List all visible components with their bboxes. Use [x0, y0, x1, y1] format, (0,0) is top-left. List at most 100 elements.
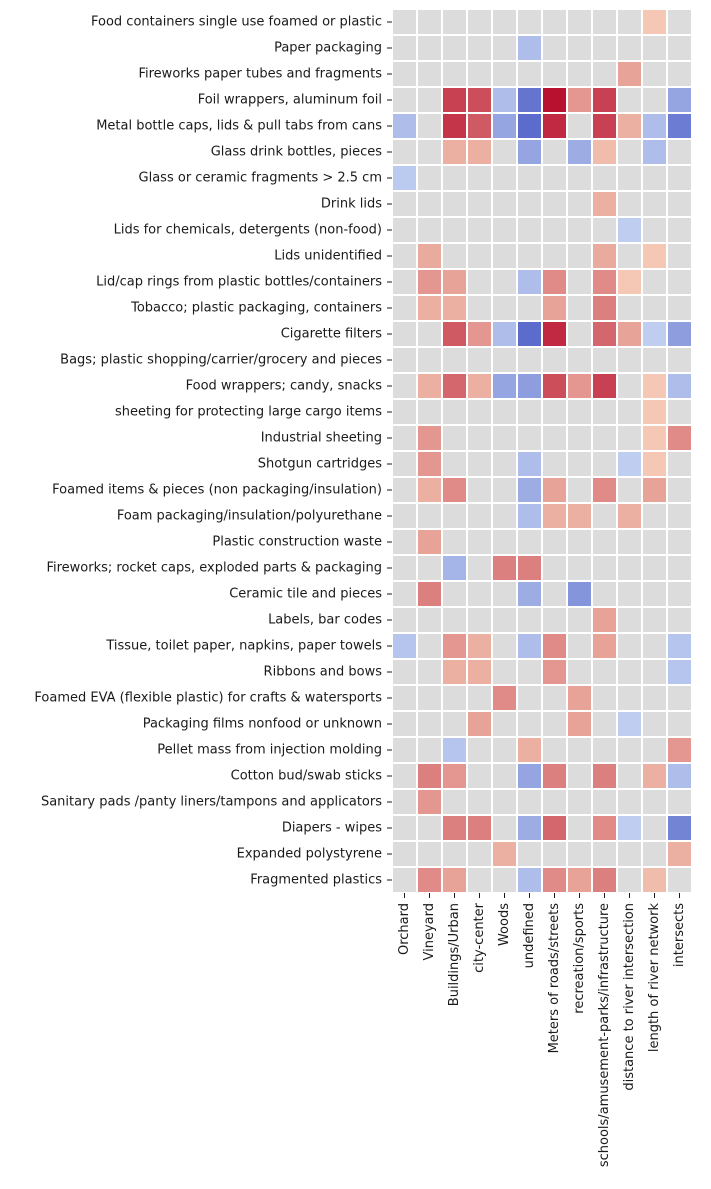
heatmap-cell — [541, 528, 568, 556]
heatmap-cell — [416, 112, 443, 140]
heatmap-cell — [516, 34, 543, 62]
heatmap-cell — [466, 554, 493, 582]
heatmap-cell — [666, 112, 693, 140]
heatmap-cell — [516, 866, 543, 894]
heatmap-cell — [491, 268, 518, 296]
heatmap-cell — [491, 710, 518, 738]
heatmap-cell — [491, 424, 518, 452]
heatmap-cell — [491, 216, 518, 244]
heatmap-cell — [666, 528, 693, 556]
heatmap-cell — [591, 658, 618, 686]
x-tick-label: length of river network — [647, 903, 662, 1053]
heatmap-cell — [541, 112, 568, 140]
heatmap-cell — [391, 8, 418, 36]
heatmap-cell — [391, 372, 418, 400]
heatmap-cell — [566, 86, 593, 114]
heatmap-cell — [466, 502, 493, 530]
heatmap-cell — [616, 268, 643, 296]
heatmap-cell — [491, 866, 518, 894]
heatmap-cell — [566, 216, 593, 244]
heatmap-cell — [591, 60, 618, 88]
heatmap-cell — [641, 606, 668, 634]
heatmap-cell — [566, 580, 593, 608]
heatmap-cell — [441, 554, 468, 582]
y-tick-label: Drink lids — [321, 197, 382, 212]
heatmap-cell — [591, 528, 618, 556]
heatmap-cell — [441, 294, 468, 322]
heatmap-cell — [466, 216, 493, 244]
heatmap-cell — [491, 580, 518, 608]
heatmap-cell — [616, 736, 643, 764]
heatmap-cell — [566, 476, 593, 504]
heatmap-cell — [641, 684, 668, 712]
heatmap-cell — [591, 398, 618, 426]
heatmap-cell — [441, 762, 468, 790]
heatmap-cell — [441, 502, 468, 530]
heatmap-cell — [666, 632, 693, 660]
y-tick-label: Fragmented plastics — [250, 873, 382, 888]
heatmap-cell — [441, 86, 468, 114]
heatmap-cell — [591, 710, 618, 738]
x-tick-label: Woods — [497, 903, 512, 946]
heatmap-cell — [616, 710, 643, 738]
heatmap-cell — [391, 34, 418, 62]
heatmap-cell — [566, 294, 593, 322]
heatmap-cell — [566, 60, 593, 88]
heatmap-cell — [491, 736, 518, 764]
heatmap-cell — [541, 34, 568, 62]
heatmap-cell — [441, 320, 468, 348]
y-tick-label: Cigarette filters — [281, 327, 383, 342]
heatmap-cell — [641, 632, 668, 660]
y-tick-label: Food wrappers; candy, snacks — [186, 379, 383, 394]
heatmap-cell — [616, 866, 643, 894]
heatmap-cell — [641, 554, 668, 582]
heatmap-cell — [441, 398, 468, 426]
heatmap-cell — [591, 34, 618, 62]
x-tick-label: Vineyard — [422, 903, 437, 960]
heatmap-cell — [466, 346, 493, 374]
heatmap-cell — [541, 554, 568, 582]
heatmap-cell — [391, 710, 418, 738]
heatmap-cell — [466, 476, 493, 504]
heatmap-cell — [616, 34, 643, 62]
heatmap-cell — [466, 398, 493, 426]
heatmap-cell — [641, 294, 668, 322]
heatmap-cell — [616, 502, 643, 530]
x-tick-label: undefined — [522, 903, 537, 968]
heatmap-cell — [416, 840, 443, 868]
heatmap-cell — [541, 8, 568, 36]
y-tick-label: Glass drink bottles, pieces — [211, 145, 382, 160]
y-tick-label: Plastic construction waste — [212, 535, 382, 550]
heatmap-cell — [666, 710, 693, 738]
heatmap-cell — [666, 554, 693, 582]
heatmap-cell — [466, 684, 493, 712]
heatmap-cell — [566, 398, 593, 426]
heatmap-cell — [541, 190, 568, 218]
heatmap-cell — [591, 138, 618, 166]
heatmap-cell — [516, 606, 543, 634]
heatmap-cell — [466, 320, 493, 348]
y-tick-label: Ribbons and bows — [264, 665, 383, 680]
heatmap-cell — [441, 138, 468, 166]
heatmap-cell — [516, 788, 543, 816]
heatmap-cell — [416, 242, 443, 270]
heatmap-cell — [541, 346, 568, 374]
heatmap-cell — [641, 502, 668, 530]
y-tick-label: Pellet mass from injection molding — [157, 743, 382, 758]
heatmap-cell — [666, 86, 693, 114]
heatmap-cell — [491, 840, 518, 868]
heatmap-cell — [566, 684, 593, 712]
heatmap-cell — [491, 814, 518, 842]
heatmap-cell — [391, 86, 418, 114]
heatmap-cell — [666, 502, 693, 530]
heatmap-cell — [591, 8, 618, 36]
heatmap-cell — [391, 762, 418, 790]
heatmap-cell — [616, 424, 643, 452]
heatmap-cell — [666, 320, 693, 348]
heatmap-cell — [391, 60, 418, 88]
heatmap-cell — [491, 398, 518, 426]
heatmap-cell — [591, 476, 618, 504]
heatmap-cell — [591, 684, 618, 712]
heatmap-cell — [516, 528, 543, 556]
x-tick-label: distance to river intersection — [622, 903, 637, 1091]
